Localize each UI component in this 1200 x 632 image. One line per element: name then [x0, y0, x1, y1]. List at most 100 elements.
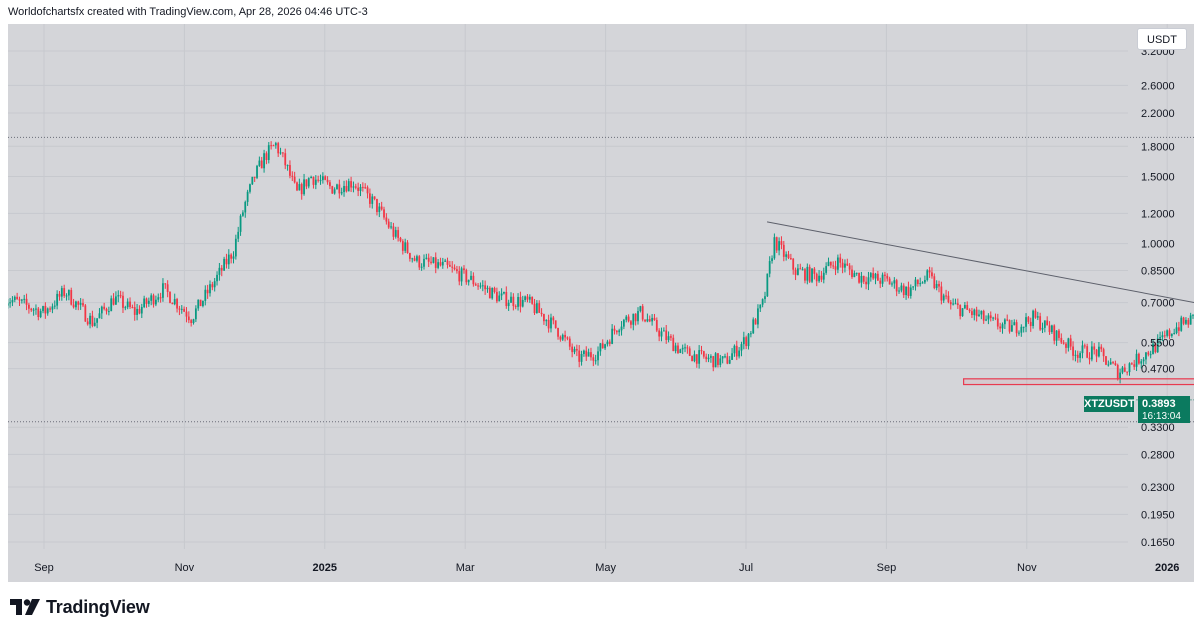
- candle-body: [719, 358, 722, 365]
- candle-body: [314, 179, 317, 185]
- candle-body: [1166, 330, 1169, 336]
- y-tick-label: 0.8500: [1141, 266, 1175, 278]
- candle-body: [580, 354, 583, 362]
- candle-body: [519, 296, 522, 307]
- candle-body: [848, 265, 851, 270]
- candle-body: [1112, 362, 1114, 364]
- candle-body: [16, 296, 19, 300]
- candle-body: [742, 337, 745, 345]
- candle-body: [166, 284, 169, 292]
- candle-body: [916, 279, 919, 284]
- tradingview-logo[interactable]: TradingView: [10, 596, 150, 618]
- candle-body: [881, 274, 884, 284]
- candle-body: [1020, 326, 1023, 333]
- candle-body: [82, 303, 84, 306]
- candle-body: [1018, 332, 1020, 334]
- candle-body: [1100, 346, 1103, 350]
- candle-body: [213, 281, 216, 288]
- candle-body: [258, 160, 261, 166]
- candle-body: [648, 319, 651, 322]
- candle-body: [1187, 319, 1190, 325]
- candle-body: [140, 307, 143, 314]
- candle-body: [945, 295, 947, 297]
- candle-body: [119, 295, 122, 297]
- candle-body: [190, 320, 193, 324]
- candle-body: [1003, 319, 1006, 325]
- last-price-tag: 0.3893: [1138, 396, 1190, 412]
- candle-body: [533, 303, 536, 314]
- candle-body: [655, 320, 658, 331]
- candle-body: [70, 290, 73, 305]
- candle-body: [1043, 320, 1046, 328]
- candle-body: [413, 258, 416, 261]
- y-tick-label: 0.4700: [1141, 364, 1175, 376]
- candle-body: [510, 296, 512, 303]
- currency-selector[interactable]: USDT: [1137, 28, 1187, 50]
- candle-body: [622, 319, 625, 327]
- candle-body: [105, 308, 108, 312]
- candle-body: [996, 318, 999, 327]
- candle-body: [660, 331, 663, 337]
- candle-body: [677, 345, 679, 353]
- candle-body: [528, 296, 531, 300]
- candle-body: [451, 266, 454, 268]
- grid: [8, 24, 1194, 549]
- candle-body: [724, 356, 726, 358]
- candle-body: [583, 350, 585, 355]
- candle-body: [778, 241, 780, 251]
- candle-body: [792, 258, 795, 270]
- candle-body: [441, 261, 444, 266]
- candle-body: [1067, 338, 1070, 348]
- candle-body: [176, 299, 178, 309]
- candle-body: [420, 266, 423, 268]
- candle-body: [980, 310, 983, 315]
- candle-body: [194, 308, 197, 320]
- candle-body: [731, 353, 733, 360]
- candle-body: [1098, 346, 1100, 357]
- candle-body: [209, 284, 211, 294]
- candle-body: [535, 303, 538, 314]
- candle-body: [329, 182, 331, 187]
- candle-body: [481, 285, 484, 287]
- candle-body: [768, 261, 771, 274]
- candle-body: [712, 356, 715, 368]
- candle-body: [818, 275, 820, 282]
- candle-body: [672, 337, 675, 352]
- candle-body: [973, 309, 976, 316]
- candle-body: [547, 319, 550, 329]
- candle-body: [303, 179, 305, 195]
- candle-body: [310, 176, 313, 179]
- price-chart[interactable]: 3.20002.60002.20001.80001.50001.20001.00…: [8, 24, 1194, 582]
- candle-body: [392, 226, 395, 237]
- candle-body: [453, 267, 456, 270]
- candle-body: [296, 182, 298, 191]
- candle-body: [1058, 330, 1060, 338]
- candle-body: [561, 334, 564, 340]
- candle-body: [154, 299, 157, 305]
- candle-body: [183, 308, 186, 312]
- candle-body: [1170, 333, 1173, 337]
- candle-body: [684, 347, 686, 349]
- candle-body: [1060, 337, 1063, 343]
- candle-body: [634, 313, 637, 322]
- candle-body: [249, 184, 251, 192]
- tradingview-logo-icon: [10, 599, 40, 615]
- candle-body: [307, 178, 310, 187]
- candle-body: [91, 315, 94, 326]
- candle-body: [956, 303, 959, 306]
- candle-body: [30, 308, 33, 311]
- y-tick-label: 0.1950: [1141, 509, 1175, 521]
- candle-body: [1015, 322, 1018, 334]
- candle-body: [387, 221, 390, 228]
- candle-body: [512, 296, 515, 307]
- candle-body: [157, 297, 160, 300]
- candle-body: [632, 313, 635, 325]
- candle-body: [585, 350, 588, 357]
- candle-body: [204, 289, 207, 301]
- candle-body: [665, 330, 668, 341]
- candle-body: [855, 272, 858, 274]
- candle-body: [961, 308, 964, 317]
- candle-body: [173, 299, 176, 305]
- candle-body: [1053, 325, 1056, 341]
- candle-body: [42, 306, 44, 312]
